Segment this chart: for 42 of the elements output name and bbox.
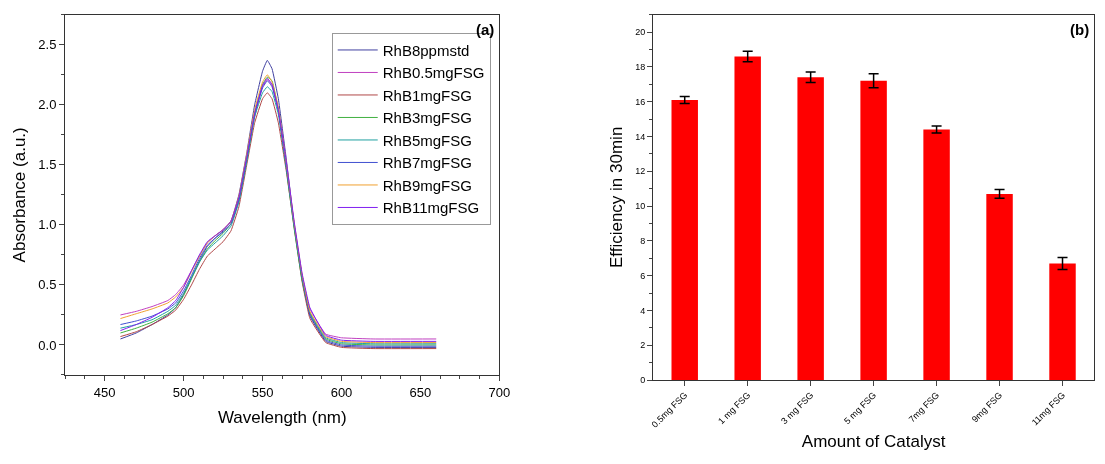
y-tick-label: 2.5 bbox=[38, 37, 57, 53]
x-tick-label: 500 bbox=[172, 384, 195, 400]
legend-label: RhB7mgFSG bbox=[382, 154, 472, 172]
x-tick-label: 550 bbox=[251, 384, 274, 400]
x-tick-label: 5 mg FSG bbox=[842, 390, 879, 427]
legend-label: RhB5mgFSG bbox=[382, 131, 472, 149]
y-tick-label: 1.0 bbox=[38, 217, 57, 233]
y-axis-title: Absorbance (a.u.) bbox=[9, 127, 29, 263]
y-tick-label: 2 bbox=[640, 340, 646, 351]
y-tick-label: 0 bbox=[640, 375, 646, 386]
x-axis-title: Amount of Catalyst bbox=[801, 432, 946, 452]
x-tick-label: 1 mg FSG bbox=[716, 390, 753, 427]
y-tick-label: 20 bbox=[635, 27, 646, 38]
y-tick-label: 16 bbox=[635, 96, 646, 107]
y-tick-label: 18 bbox=[635, 62, 646, 73]
y-axis-title: Efficiency in 30min bbox=[606, 126, 626, 269]
x-tick-label: 600 bbox=[330, 384, 353, 400]
legend-label: RhB3mgFSG bbox=[382, 109, 472, 127]
y-tick-label: 0.5 bbox=[38, 277, 57, 293]
annotation: (a) bbox=[476, 21, 495, 38]
y-tick-label: 12 bbox=[635, 166, 646, 177]
y-tick-label: 14 bbox=[635, 131, 646, 142]
x-tick-label: 650 bbox=[409, 384, 432, 400]
legend-label: RhB9mgFSG bbox=[382, 176, 472, 194]
legend-label: RhB0.5mgFSG bbox=[382, 64, 485, 82]
x-tick-label: 9mg FSG bbox=[969, 390, 1005, 425]
legend-label: RhB11mgFSG bbox=[382, 199, 480, 217]
y-tick-label: 8 bbox=[640, 236, 646, 247]
y-tick-label: 10 bbox=[635, 201, 646, 212]
x-tick-label: 3 mg FSG bbox=[779, 390, 816, 427]
y-tick-label: 6 bbox=[640, 270, 646, 281]
x-tick-label: 450 bbox=[93, 384, 116, 400]
legend-label: RhB1mgFSG bbox=[382, 86, 472, 104]
legend-label: RhB8ppmstd bbox=[382, 41, 470, 59]
y-tick-label: 1.5 bbox=[38, 157, 57, 173]
y-tick-label: 2.0 bbox=[38, 97, 57, 113]
x-tick-label: 700 bbox=[488, 384, 511, 400]
x-axis-title: Wavelength (nm) bbox=[217, 408, 347, 428]
annotation: (b) bbox=[1070, 21, 1090, 38]
y-tick-label: 4 bbox=[640, 305, 646, 316]
x-tick-label: 7mg FSG bbox=[906, 390, 942, 425]
y-tick-label: 0.0 bbox=[38, 337, 57, 353]
